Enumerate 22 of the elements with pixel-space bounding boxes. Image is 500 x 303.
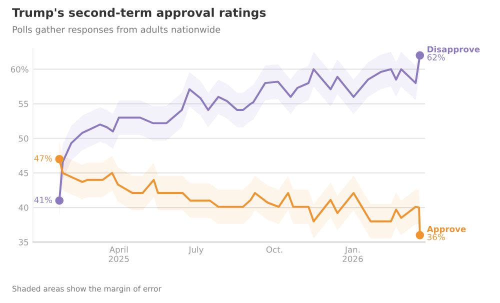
data-label: 62% — [427, 54, 445, 60]
x-tick-label: Oct. — [266, 246, 282, 253]
y-tick-label: 50 — [18, 135, 28, 142]
point — [416, 51, 424, 60]
point — [55, 154, 64, 164]
data-label: 36% — [427, 234, 445, 240]
x-tick-label: Jan. 2026 — [342, 246, 363, 262]
chart-subtitle: Polls gather responses from adults nationwide — [12, 26, 220, 35]
point — [55, 196, 64, 205]
y-tick-label: 35 — [18, 239, 28, 246]
data-label: 47% — [34, 155, 52, 162]
y-tick-label: 40 — [18, 204, 28, 211]
y-tick-label: 45 — [18, 170, 28, 176]
x-tick-label: April 2025 — [108, 246, 129, 262]
x-tick-label: July — [188, 246, 204, 254]
data-label: 41% — [34, 196, 52, 204]
point — [416, 231, 424, 240]
series-label: Disapprove — [428, 46, 480, 54]
chart-title: Trump's second-term approval ratings — [12, 8, 266, 20]
series-label: Approve — [426, 226, 466, 234]
y-tick-label: 55 — [18, 100, 28, 108]
y-tick-label: 60% — [10, 66, 28, 73]
